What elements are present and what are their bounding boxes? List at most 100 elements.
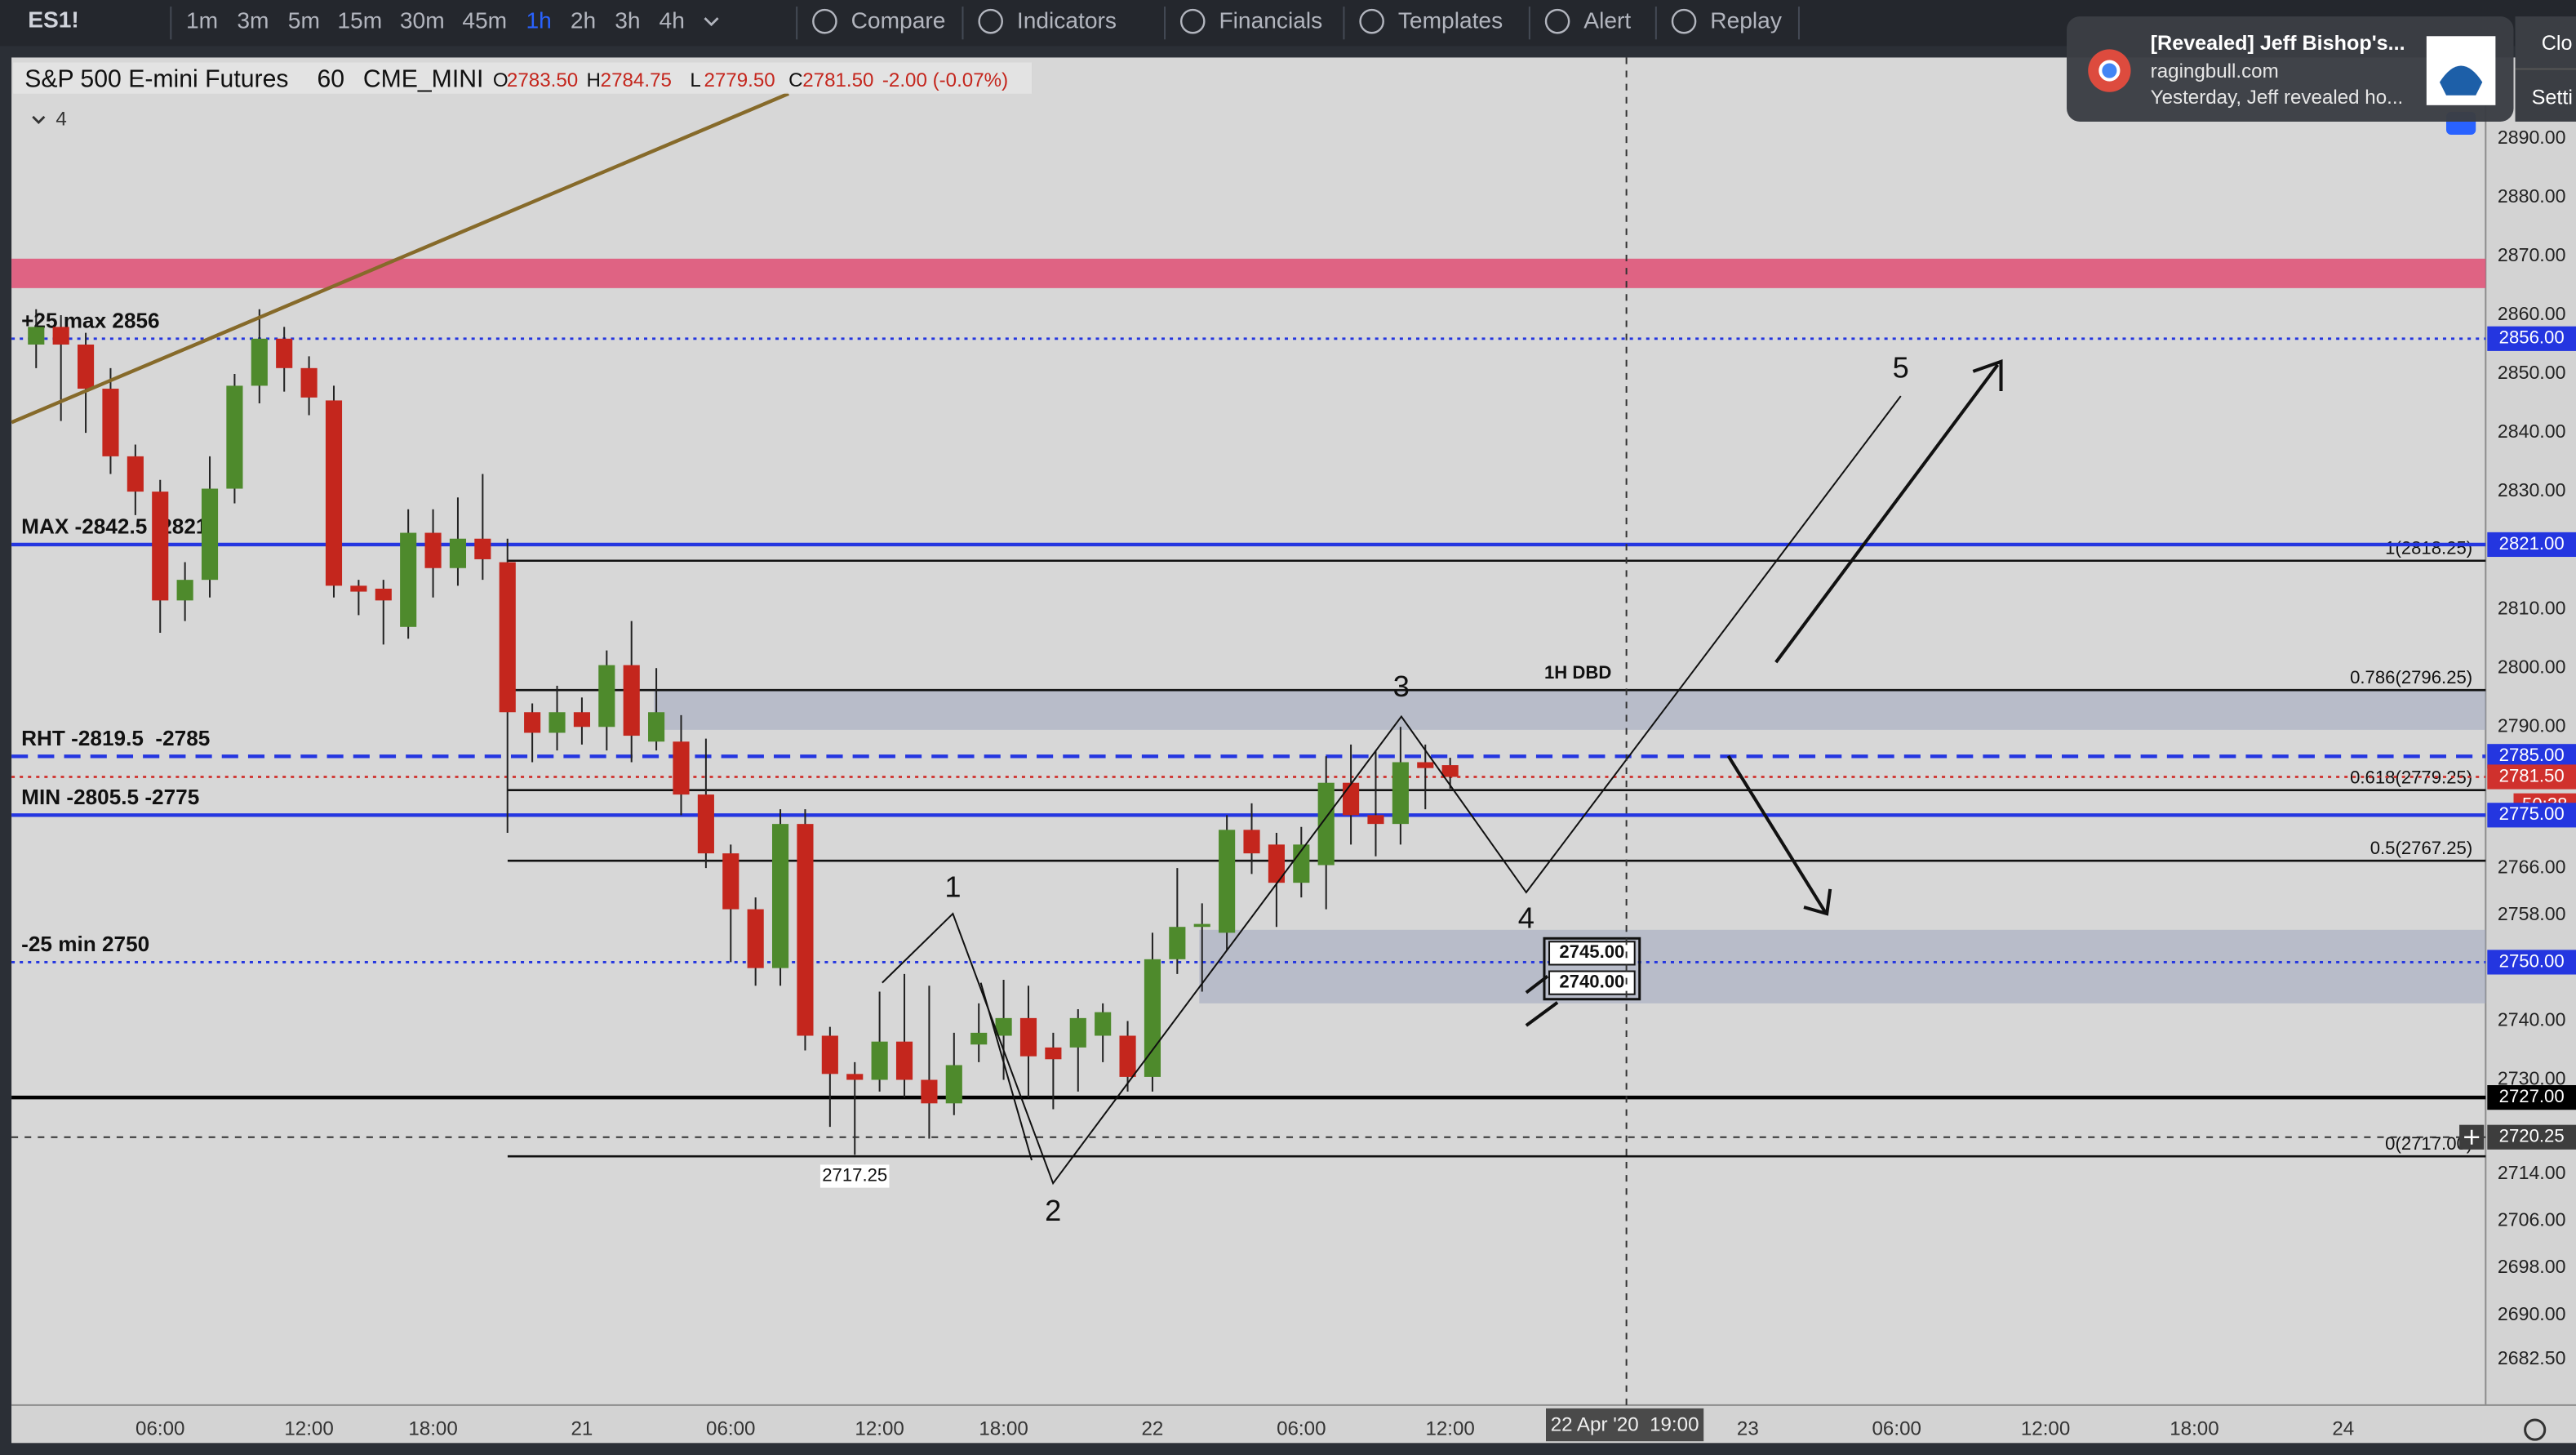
- y-tick-label: 2890.00: [2498, 127, 2566, 148]
- zone: [1199, 929, 2486, 1003]
- interval-button[interactable]: 1h: [526, 7, 552, 33]
- candle-body: [325, 400, 343, 586]
- candle-body: [797, 824, 814, 1036]
- ohlc-letter: C: [788, 69, 802, 91]
- price-tag: [2487, 1085, 2576, 1110]
- interval-button[interactable]: 45m: [462, 7, 507, 33]
- arrow-head: [1803, 888, 1832, 916]
- candle-body: [623, 665, 640, 736]
- interval-button[interactable]: 3m: [237, 7, 269, 33]
- drawings: [11, 57, 2547, 1441]
- x-tick-label: 12:00: [284, 1417, 333, 1439]
- toolbar-button[interactable]: Alert: [1583, 7, 1631, 33]
- notification[interactable]: [2067, 16, 2514, 122]
- candle-body: [1095, 1012, 1112, 1036]
- candle-body: [995, 1017, 1012, 1036]
- wave-label: 1: [944, 870, 961, 903]
- y-tick-label: 2880.00: [2498, 185, 2566, 207]
- price-tag: [2487, 803, 2576, 828]
- candle-body: [1019, 1017, 1037, 1057]
- price-tag-label: 2856.00: [2499, 327, 2565, 348]
- button-icon: [1671, 8, 1697, 34]
- x-tick-label: 06:00: [1872, 1417, 1921, 1439]
- button-icon: [1544, 8, 1570, 34]
- low-label: 2717.25: [822, 1164, 887, 1185]
- level-label: MAX -2842.5 -2821: [21, 514, 207, 539]
- button-icon: [812, 8, 837, 34]
- price-tag: [2487, 950, 2576, 975]
- x-tick-label: 18:00: [408, 1417, 457, 1439]
- level-label: +25 max 2856: [21, 309, 159, 333]
- interval-button[interactable]: 3h: [615, 7, 640, 33]
- fib-label: 0.786(2796.25): [2350, 667, 2472, 687]
- y-tick-label: 2860.00: [2498, 303, 2566, 324]
- x-tick-label: 23: [1737, 1417, 1759, 1439]
- legend-interval: 60: [317, 66, 344, 93]
- candle-body: [1069, 1017, 1086, 1048]
- legend-exchange: CME_MINI: [363, 66, 484, 93]
- y-tick-label: 2870.00: [2498, 244, 2566, 265]
- y-tick-label: 2690.00: [2498, 1303, 2566, 1324]
- candle-body: [524, 712, 541, 733]
- chrome-icon-inner: [2099, 60, 2121, 82]
- candle-body: [226, 385, 243, 489]
- candle-body: [176, 580, 193, 601]
- candle-body: [573, 712, 590, 728]
- x-tick-label: 21: [571, 1417, 593, 1439]
- toolbar-button[interactable]: Templates: [1398, 7, 1503, 33]
- zone: [654, 689, 2486, 730]
- wave-path: [979, 982, 1033, 1161]
- zone-label: 1H DBD: [1544, 662, 1611, 683]
- ohlc-letter: O: [493, 69, 509, 91]
- candle-body: [1367, 815, 1384, 825]
- crosshair-price-tag: [2487, 1124, 2576, 1150]
- candle-body: [276, 338, 293, 368]
- candle-body: [673, 741, 690, 795]
- interval-button[interactable]: 4h: [660, 7, 685, 33]
- interval-button[interactable]: 1m: [186, 7, 218, 33]
- price-tag-label: 2821.00: [2499, 533, 2565, 554]
- time-axis: [11, 1404, 2576, 1444]
- indicators-chevron[interactable]: [32, 115, 46, 124]
- candle-body: [1144, 959, 1161, 1077]
- y-tick-label: 2830.00: [2498, 479, 2566, 501]
- toolbar-button[interactable]: Financials: [1219, 7, 1322, 33]
- ohlc-letter: H: [587, 69, 601, 91]
- x-tick-label: 06:00: [1277, 1417, 1326, 1439]
- candle-body: [771, 824, 789, 968]
- settings-gear[interactable]: [2524, 1418, 2547, 1441]
- price-axis: [2485, 57, 2576, 1405]
- fib-label: 1(2818.25): [2385, 538, 2472, 558]
- interval-button[interactable]: 2h: [571, 7, 596, 33]
- price-note: 2745.00: [1559, 941, 1624, 962]
- x-tick-label: 06:00: [706, 1417, 755, 1439]
- candle-body: [945, 1065, 962, 1104]
- price-tag-label: 2781.50: [2499, 765, 2565, 785]
- candle-body: [549, 712, 566, 733]
- y-tick-label: 2682.50: [2498, 1347, 2566, 1368]
- trend-line: [11, 91, 789, 425]
- interval-button[interactable]: 15m: [337, 7, 382, 33]
- toolbar-button[interactable]: Compare: [851, 7, 946, 33]
- candle-body: [1219, 830, 1236, 933]
- crosshair-time-tag: [1546, 1408, 1704, 1442]
- interval-button[interactable]: 5m: [288, 7, 320, 33]
- toolbar-button[interactable]: Indicators: [1017, 7, 1117, 33]
- candle-body: [1268, 844, 1285, 883]
- candle-body: [424, 532, 442, 568]
- button-icon: [1179, 8, 1206, 34]
- interval-dropdown[interactable]: [704, 17, 719, 27]
- notification-source: ragingbull.com: [2151, 60, 2279, 82]
- interval-button[interactable]: 30m: [400, 7, 445, 33]
- toolbar-button[interactable]: Replay: [1710, 7, 1783, 33]
- y-tick-label: 2698.00: [2498, 1256, 2566, 1277]
- notification-settings[interactable]: Setti: [2532, 86, 2573, 109]
- price-note-box: [1548, 970, 1636, 995]
- notification-body: Yesterday, Jeff revealed ho...: [2151, 87, 2404, 109]
- symbol: ES1!: [28, 7, 79, 33]
- notification-close[interactable]: Clo: [2542, 32, 2573, 55]
- arrow-down: [1726, 754, 1827, 914]
- candle-body: [251, 338, 268, 386]
- note-pointer: [1525, 1001, 1559, 1027]
